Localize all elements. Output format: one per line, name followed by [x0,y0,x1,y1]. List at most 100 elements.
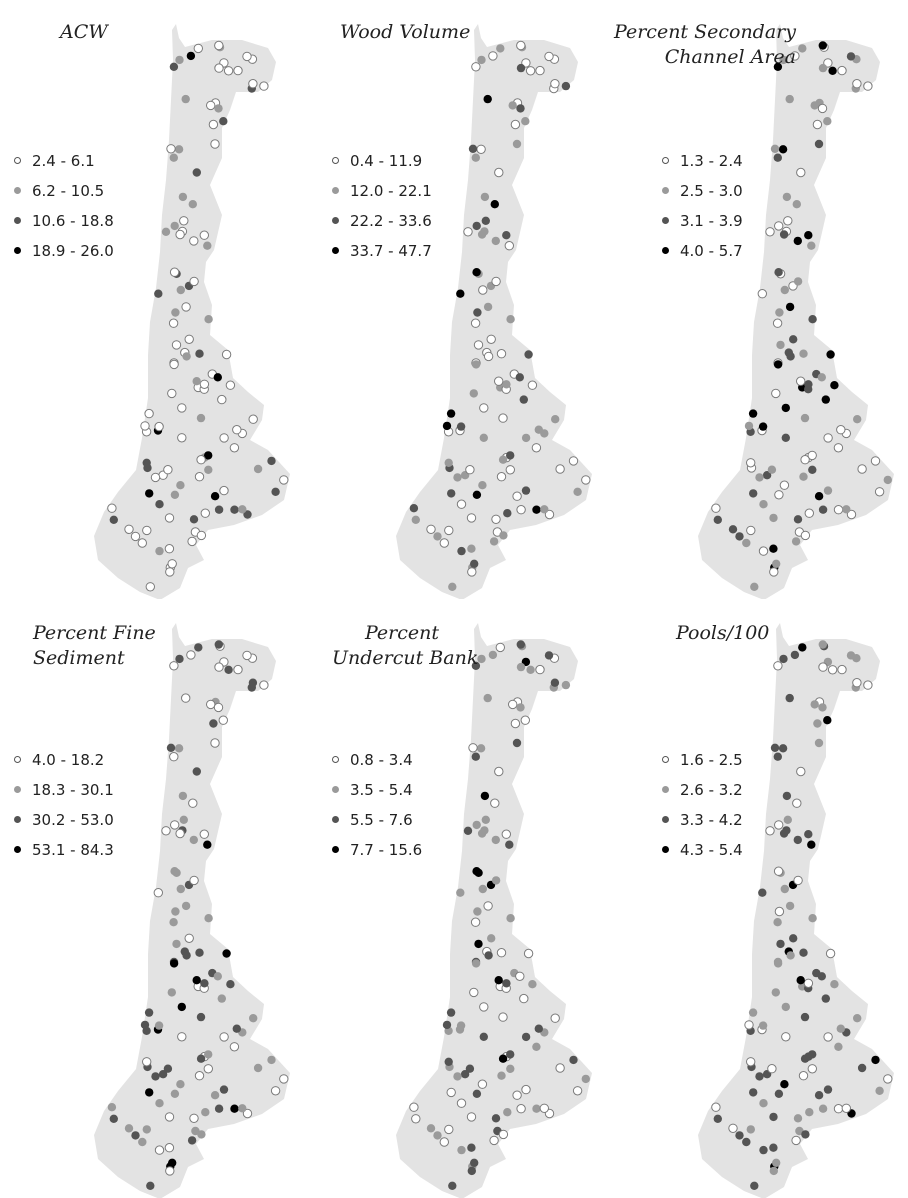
site-marker-class-1 [791,1135,801,1146]
site-marker-class-1 [817,103,828,114]
legend-item-class-3: 3.1 - 3.9 [660,212,820,234]
site-marker-class-1 [488,51,498,61]
site-marker-class-2 [759,500,768,509]
site-marker-class-2 [793,277,803,286]
site-marker-class-1 [572,1086,583,1096]
site-marker-class-1 [171,340,182,350]
site-marker-class-2 [171,308,180,317]
site-marker-class-2 [823,486,833,495]
site-marker-class-3 [219,117,228,126]
site-marker-class-1 [479,1002,489,1012]
site-marker-class-3 [195,948,204,957]
site-marker-class-3 [800,1054,810,1063]
site-marker-class-2 [780,884,789,894]
legend-swatch-class-3 [332,816,339,823]
site-marker-class-1 [473,340,484,350]
site-marker-class-1 [467,567,477,577]
site-marker-class-4 [785,302,795,312]
site-marker-class-3 [544,651,554,660]
site-marker-class-4 [186,51,196,61]
site-marker-class-1 [163,465,173,475]
site-marker-class-2 [491,835,500,845]
site-marker-class-1 [221,349,232,360]
site-marker-class-2 [181,94,190,104]
site-marker-class-3 [196,1012,206,1022]
site-marker-class-3 [140,1020,150,1030]
site-marker-class-1 [469,987,479,998]
site-marker-class-1 [444,525,454,536]
site-marker-class-2 [488,650,498,660]
site-marker-class-2 [154,1021,164,1030]
site-marker-class-1 [512,491,522,501]
site-marker-class-4 [446,409,456,418]
site-marker-class-3 [804,830,813,839]
site-marker-class-1 [199,230,210,240]
site-marker-class-1 [233,65,243,76]
site-marker-class-3 [463,826,473,835]
site-marker-class-2 [810,700,819,709]
site-marker-class-1 [169,359,179,370]
site-marker-class-2 [174,744,184,753]
site-marker-class-1 [161,826,171,836]
site-marker-class-2 [175,55,184,65]
site-marker-class-1 [818,662,828,672]
legend-item-class-2: 2.5 - 3.0 [660,182,820,204]
site-marker-class-3 [512,738,522,748]
site-marker-class-2 [472,820,481,830]
site-marker-class-1 [164,513,175,523]
site-marker-class-1 [189,875,199,886]
site-marker-class-1 [124,524,134,534]
site-marker-class-1 [525,66,536,76]
site-marker-class-3 [781,433,790,442]
site-marker-class-1 [827,665,838,675]
site-marker-class-2 [506,914,515,923]
site-marker-class-3 [774,1089,784,1098]
site-marker-class-2 [775,308,784,317]
site-marker-class-2 [771,988,780,997]
site-marker-class-1 [439,538,450,548]
site-marker-class-3 [817,972,826,981]
site-marker-class-1 [206,699,216,710]
site-marker-class-1 [773,866,784,876]
site-marker-class-2 [767,465,777,474]
site-marker-class-1 [515,971,525,981]
site-marker-class-3 [857,1063,867,1073]
site-marker-class-2 [773,959,783,968]
site-marker-class-2 [181,901,191,911]
site-marker-class-3 [713,515,722,524]
site-marker-class-2 [471,153,480,162]
site-marker-class-1 [456,1098,467,1108]
site-marker-class-1 [772,318,783,328]
site-marker-class-1 [494,167,504,178]
site-marker-class-1 [175,229,185,240]
site-marker-class-2 [853,1014,862,1023]
coastal-land-area [698,623,894,1198]
legend-swatch-class-1 [662,756,669,763]
site-marker-class-4 [821,395,830,404]
site-marker-class-1 [852,79,862,89]
site-marker-class-1 [841,1103,852,1113]
site-marker-class-3 [109,1114,119,1123]
site-marker-class-2 [813,719,822,728]
site-marker-class-1 [516,40,526,51]
site-marker-class-3 [465,1064,475,1073]
site-marker-class-1 [779,480,790,490]
site-marker-class-4 [222,949,231,958]
site-marker-class-1 [187,536,197,547]
site-marker-class-2 [769,513,778,523]
site-marker-class-1 [446,1087,456,1098]
coastline-map-percent-undercut-bank [396,623,592,1198]
site-marker-class-1 [833,505,844,515]
site-marker-class-2 [196,413,206,423]
site-marker-class-3 [808,465,817,474]
site-marker-class-2 [171,907,180,916]
site-marker-class-1 [225,380,236,390]
site-marker-class-2 [875,1086,884,1095]
site-marker-class-1 [504,241,515,251]
site-marker-class-4 [213,373,222,382]
site-marker-class-3 [158,1070,168,1079]
site-marker-class-4 [773,360,783,369]
legend-item-class-3: 5.5 - 7.6 [330,811,490,833]
coastline-map-wood-volume [396,24,592,599]
site-marker-class-2 [573,487,582,496]
